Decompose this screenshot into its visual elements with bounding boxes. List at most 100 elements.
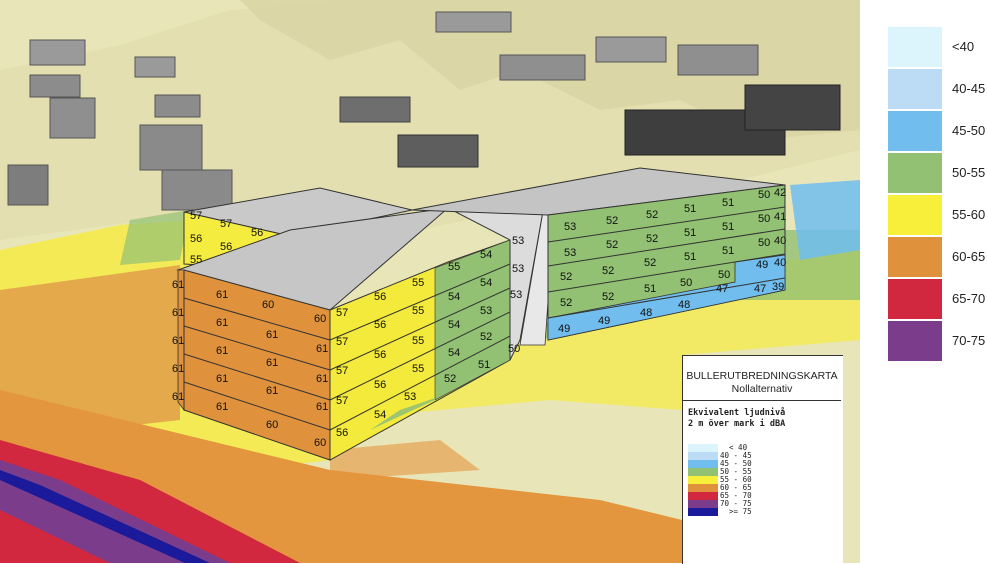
- facade-value-label: 52: [444, 373, 456, 385]
- legend-row: 40-45: [888, 69, 988, 109]
- facade-value-label: 51: [644, 283, 656, 295]
- facade-value-label: 51: [722, 221, 734, 233]
- facade-value-label: 60: [314, 313, 326, 325]
- facade-value-label: 54: [448, 347, 460, 359]
- facade-value-label: 56: [251, 227, 263, 239]
- map-legend-label: < 40: [720, 443, 748, 452]
- facade-value-label: 53: [564, 247, 576, 259]
- facade-value-label: 56: [336, 427, 348, 439]
- map-legend-swatch: [688, 444, 718, 452]
- facade-value-label: 51: [722, 197, 734, 209]
- facade-value-label: 54: [448, 319, 460, 331]
- facade-value-label: 53: [512, 263, 524, 275]
- map-legend-swatch: [688, 484, 718, 492]
- studied-building: [176, 167, 786, 461]
- legend-row: 50-55: [888, 153, 988, 193]
- facade-value-label: 47: [716, 283, 728, 295]
- facade-value-label: 57: [336, 365, 348, 377]
- facade-value-label: 53: [404, 391, 416, 403]
- facade-value-label: 49: [598, 315, 610, 327]
- map-legend-swatch: [688, 460, 718, 468]
- facade-value-label: 56: [190, 233, 202, 245]
- facade-value-label: 52: [644, 257, 656, 269]
- legend-swatch: [888, 111, 942, 151]
- map-legend-heading-line1: Ekvivalent ljudnivå: [688, 408, 786, 418]
- facade-value-label: 61: [216, 401, 228, 413]
- facade-value-label: 60: [266, 419, 278, 431]
- facade-value-label: 54: [480, 277, 492, 289]
- facade-value-label: 52: [602, 265, 614, 277]
- facade-value-label: 52: [480, 331, 492, 343]
- legend-swatch: [888, 321, 942, 361]
- map-legend-row: 65 - 70: [688, 491, 818, 500]
- facade-value-label: 51: [684, 227, 696, 239]
- facade-value-label: 50: [508, 343, 520, 355]
- facade-value-label: 61: [316, 401, 328, 413]
- map-legend-label: 60 - 65: [720, 483, 752, 492]
- map-legend-swatch: [688, 476, 718, 484]
- legend-label: 55-60: [952, 207, 986, 222]
- legend-row: 65-70: [888, 279, 988, 319]
- legend-row: 45-50: [888, 111, 988, 151]
- facade-value-label: 52: [646, 233, 658, 245]
- legend-label: 40-45: [952, 81, 986, 96]
- legend-swatch: [888, 153, 942, 193]
- map-legend-subtitle: Nollalternativ: [731, 383, 793, 395]
- facade-value-label: 61: [172, 363, 184, 375]
- map-legend-row: 40 - 45: [688, 451, 818, 460]
- facade-value-label: 52: [560, 271, 572, 283]
- facade-value-label: 50: [758, 189, 770, 201]
- facade-value-label: 57: [220, 218, 232, 230]
- facade-value-label: 48: [678, 299, 690, 311]
- facade-value-label: 55: [412, 277, 424, 289]
- facade-value-label: 52: [646, 209, 658, 221]
- facade-level-labels: 61 61 61 61 61 61 61 61 61 61 60 61 61 61 60 60 61 61 61 60…: [172, 187, 786, 449]
- facade-value-label: 51: [684, 251, 696, 263]
- map-legend-label: 55 - 60: [720, 475, 752, 484]
- map-legend-label: 70 - 75: [720, 499, 752, 508]
- facade-value-label: 47: [754, 283, 766, 295]
- facade-value-label: 50: [718, 269, 730, 281]
- legend-swatch: [888, 27, 942, 67]
- map-legend-row: 45 - 50: [688, 459, 818, 468]
- facade-value-label: 40: [774, 257, 786, 269]
- surrounding-buildings: [7, 11, 841, 211]
- facade-value-label: 48: [640, 307, 652, 319]
- facade-value-label: 42: [774, 187, 786, 199]
- facade-value-label: 57: [336, 307, 348, 319]
- map-legend-heading: Ekvivalent ljudnivå 2 m över mark i dBA: [688, 408, 785, 430]
- facade-value-label: 61: [172, 307, 184, 319]
- facade-value-label: 41: [774, 211, 786, 223]
- facade-value-label: 61: [266, 357, 278, 369]
- facade-value-label: 55: [412, 363, 424, 375]
- facade-value-label: 60: [262, 299, 274, 311]
- map-legend-label: 50 - 55: [720, 467, 752, 476]
- facade-value-label: 52: [606, 215, 618, 227]
- map-legend-swatch: [688, 468, 718, 476]
- map-legend-label: >= 75: [720, 507, 752, 516]
- facade-value-label: 57: [336, 336, 348, 348]
- facade-value-label: 54: [448, 291, 460, 303]
- map-legend-row: 50 - 55: [688, 467, 818, 476]
- facade-value-label: 55: [412, 305, 424, 317]
- map-legend-label: 40 - 45: [720, 451, 752, 460]
- facade-value-label: 52: [560, 297, 572, 309]
- map-legend-swatch: [688, 500, 718, 508]
- facade-value-label: 57: [336, 395, 348, 407]
- facade-value-label: 52: [606, 239, 618, 251]
- facade-value-label: 61: [216, 373, 228, 385]
- facade-value-label: 55: [412, 335, 424, 347]
- legend-row: 55-60: [888, 195, 988, 235]
- facade-value-label: 56: [374, 349, 386, 361]
- map-legend-heading-line2: 2 m över mark i dBA: [688, 419, 786, 429]
- facade-value-label: 56: [220, 241, 232, 253]
- facade-value-label: 56: [374, 319, 386, 331]
- facade-value-label: 51: [684, 203, 696, 215]
- legend-label: 60-65: [952, 249, 986, 264]
- facade-value-label: 55: [448, 261, 460, 273]
- facade-value-label: 49: [756, 259, 768, 271]
- facade-value-label: 61: [172, 279, 184, 291]
- facade-value-label: 53: [510, 289, 522, 301]
